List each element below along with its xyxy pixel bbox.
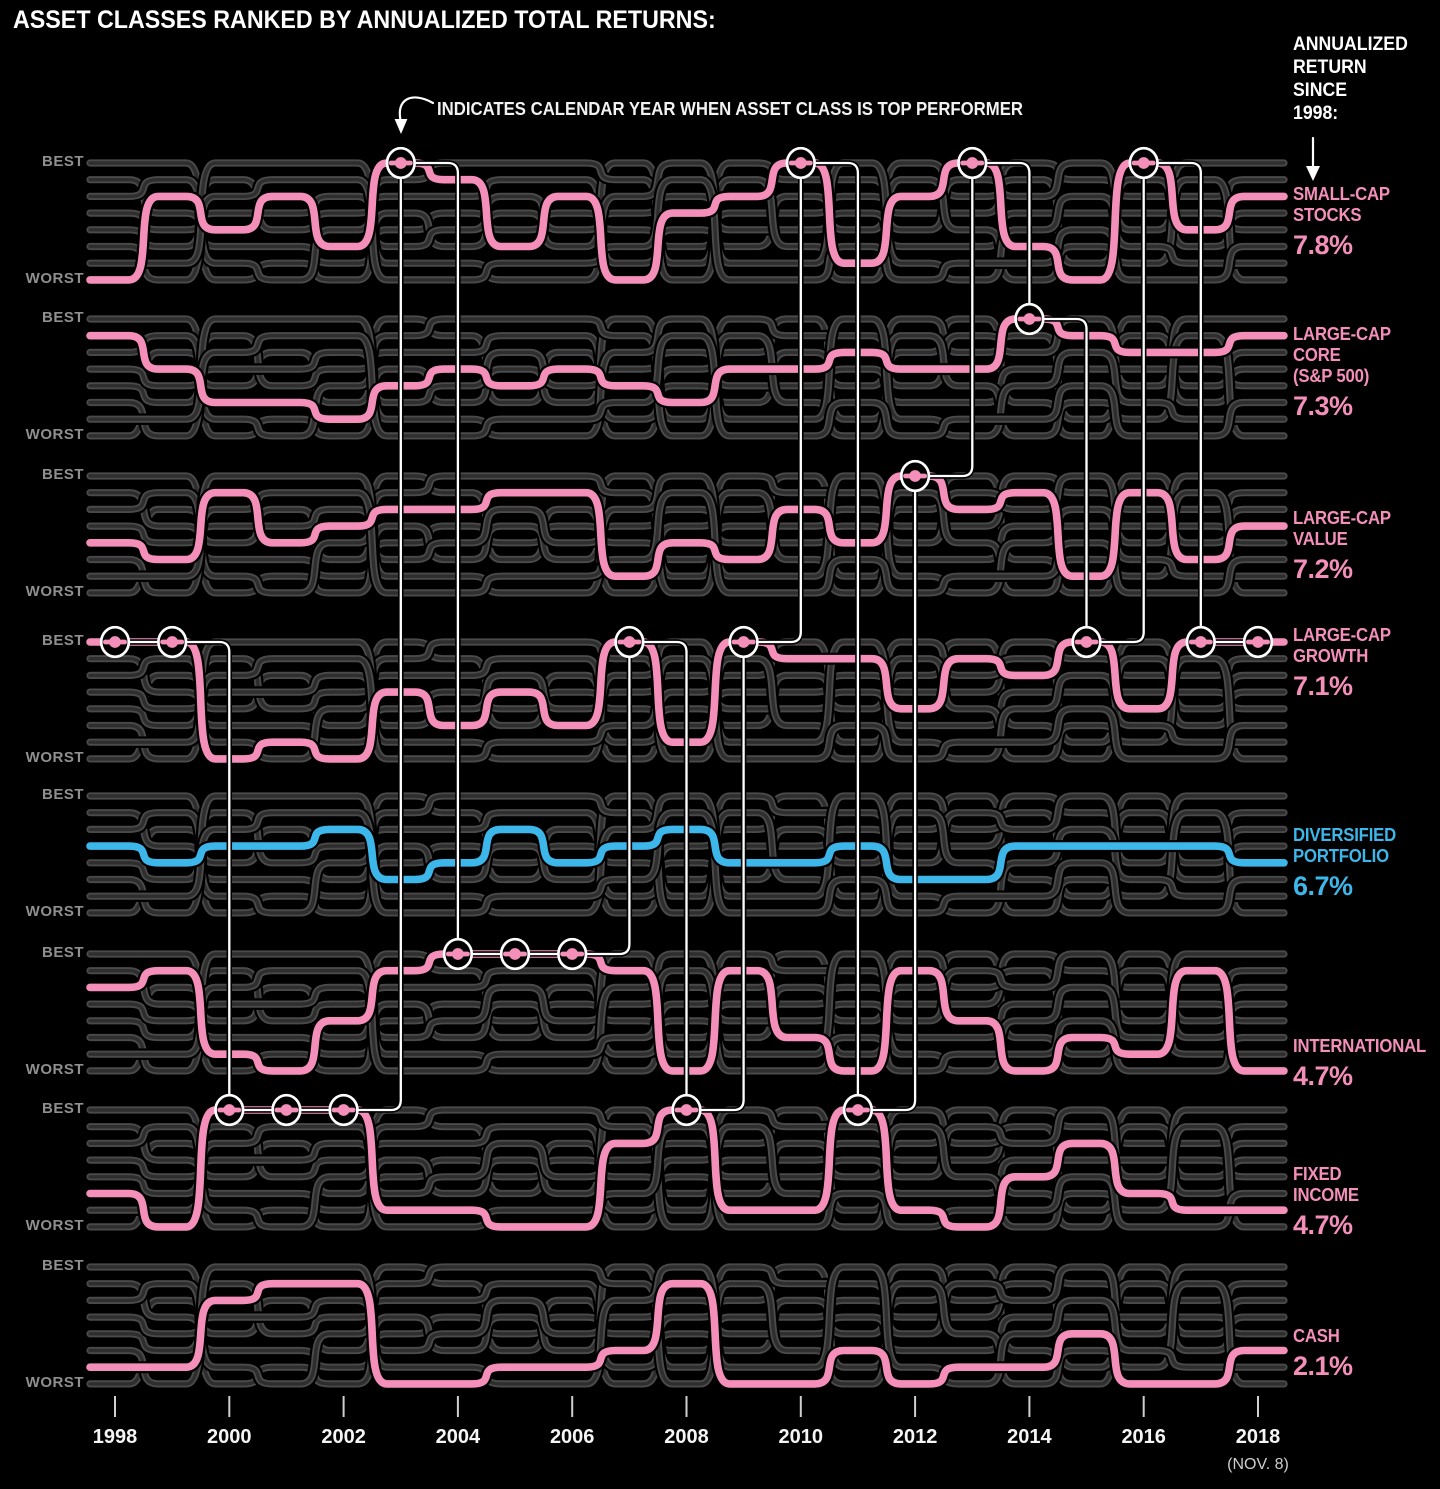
marker-dot-2011 <box>852 1104 864 1116</box>
series-line-gray-core-large-cap <box>88 640 1286 744</box>
panel-small-cap <box>84 157 1290 286</box>
top-performer-markers <box>99 146 1274 1127</box>
series-line-gray-core-diversified <box>88 194 1286 249</box>
panel-cash <box>84 1261 1290 1390</box>
marker-dot-2014 <box>1023 313 1036 325</box>
x-axis-ticks <box>114 1396 1259 1417</box>
series-halo-diversified <box>84 190 1290 253</box>
annotation-arrow-curve <box>398 96 435 124</box>
top-performer-annotation: INDICATES CALENDAR YEAR WHEN ASSET CLASS… <box>437 99 1023 119</box>
series-line-gray-core-diversified <box>88 507 1286 562</box>
series-line-gray-core-cash <box>88 491 1286 595</box>
panel-large-cap <box>84 636 1290 765</box>
right-header-arrowhead-icon <box>1306 166 1320 181</box>
connector-line <box>113 161 1260 1112</box>
marker-dot-2018 <box>1252 636 1264 648</box>
series-line-gray-diversified <box>86 505 1288 564</box>
series-line-gray-core-fixed <box>88 1265 1286 1386</box>
highlight-line-small-cap <box>86 159 1288 284</box>
marker-dot-2015 <box>1080 636 1093 648</box>
series-line-gray-core-fixed <box>88 161 1286 282</box>
series-line-gray-core-large-cap <box>88 952 1286 1056</box>
right-header-arrow <box>1306 136 1320 181</box>
panel-large-cap <box>84 313 1290 442</box>
highlight-line-large-cap <box>86 315 1288 423</box>
marker-dot-2002 <box>337 1104 350 1116</box>
highlight-line-large-cap <box>86 638 1288 763</box>
series-line-gray-core-international <box>88 317 1286 438</box>
series-line-gray-core-international <box>88 640 1286 761</box>
series-line-gray-core-large-cap <box>88 317 1286 421</box>
series-line-gray-core-fixed <box>88 640 1286 761</box>
marker-dot-1998 <box>109 636 121 648</box>
series-line-gray-core-international <box>88 474 1286 595</box>
series-halo-diversified <box>84 346 1290 409</box>
nov-8-note: (NOV. 8) <box>1227 1456 1289 1473</box>
highlight-line-cash <box>86 1279 1288 1388</box>
panel-large-cap <box>84 470 1290 599</box>
marker-dot-2003 <box>394 157 407 169</box>
marker-dot-2017 <box>1194 636 1207 648</box>
highlight-line-international <box>86 950 1288 1075</box>
annotation-arrow <box>394 96 435 134</box>
series-line-gray-core-international <box>88 1265 1286 1386</box>
series-line-gray-core-diversified <box>88 1298 1286 1353</box>
panel-international <box>84 948 1290 1077</box>
series-line-gray-core-fixed <box>88 952 1286 1073</box>
series-halo-diversified <box>84 1294 1290 1357</box>
series-halo-diversified <box>84 503 1290 566</box>
series-line-gray-core-international <box>88 161 1286 282</box>
marker-dot-2012 <box>909 470 921 482</box>
marker-dot-2007 <box>623 636 636 648</box>
marker-dot-2008 <box>680 1104 693 1116</box>
series-line-gray-core-international <box>88 1108 1286 1229</box>
series-line-gray-core-international <box>88 794 1286 915</box>
series-line-gray-core-large-cap <box>88 1108 1286 1212</box>
marker-dot-2006 <box>566 948 579 960</box>
marker-dot-2009 <box>737 636 750 648</box>
series-line-gray-core-large-cap <box>88 1265 1286 1369</box>
marker-dot-2016 <box>1137 157 1150 169</box>
series-line-gray-diversified <box>86 348 1288 407</box>
series-line-gray-core-large-cap <box>88 794 1286 898</box>
series-line-gray-diversified <box>86 192 1288 251</box>
series-line-gray-core-diversified <box>88 1141 1286 1196</box>
marker-dot-2013 <box>966 157 979 169</box>
marker-dot-2000 <box>223 1104 236 1116</box>
marker-dot-2005 <box>509 948 521 960</box>
panel-diversified <box>84 790 1290 919</box>
marker-dot-2004 <box>452 948 464 960</box>
panel-fixed <box>84 1104 1290 1233</box>
marker-dot-2010 <box>794 157 807 169</box>
marker-dot-2001 <box>280 1104 293 1116</box>
highlight-line-fixed <box>86 1106 1288 1231</box>
highlight-line-large-cap <box>86 472 1288 580</box>
series-line-gray-core-cash <box>88 178 1286 282</box>
series-line-gray-diversified <box>86 1296 1288 1355</box>
marker-dot-1999 <box>166 636 179 648</box>
annualized-return-header: ANNUALIZED RETURN SINCE 1998: <box>1293 34 1408 124</box>
page-title: ASSET CLASSES RANKED BY ANNUALIZED TOTAL… <box>13 6 716 34</box>
series-line-gray-core-fixed <box>88 317 1286 438</box>
series-line-gray-core-diversified <box>88 350 1286 405</box>
annotation-arrowhead-icon <box>394 119 408 134</box>
top-performer-connector <box>112 160 1261 1113</box>
